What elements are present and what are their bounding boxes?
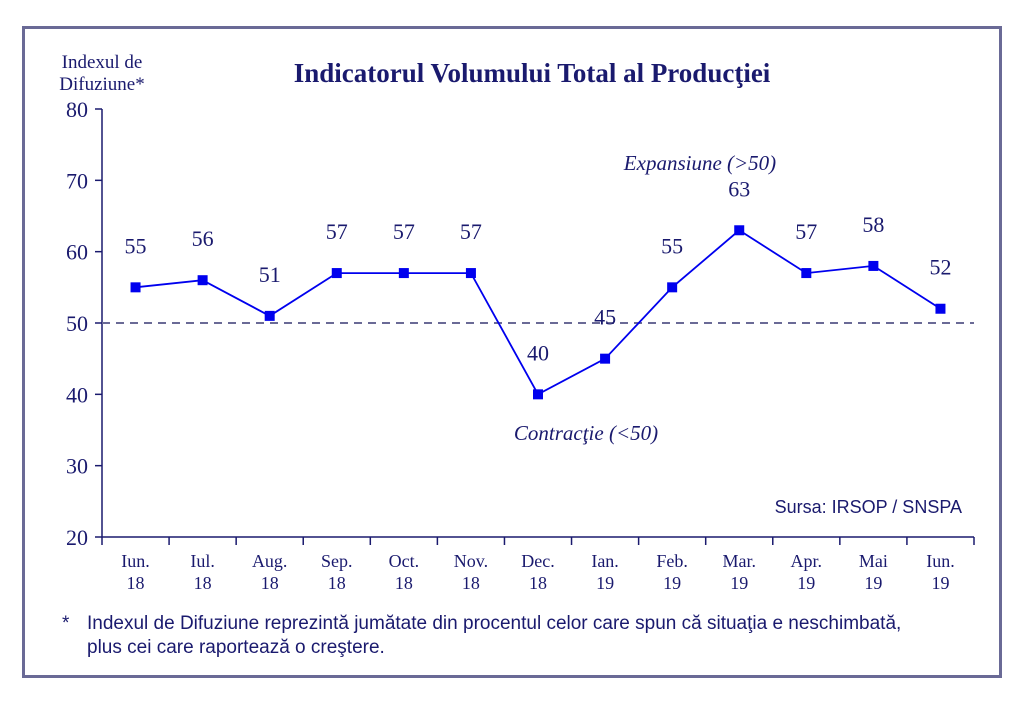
x-tick-label: Feb. <box>656 551 688 571</box>
data-label: 55 <box>661 233 683 258</box>
x-tick-label: 18 <box>194 573 212 593</box>
source-note: Sursa: IRSOP / SNSPA <box>775 497 962 517</box>
data-label: 56 <box>192 226 214 251</box>
chart-title: Indicatorul Volumului Total al Producţie… <box>294 58 771 88</box>
data-point <box>734 225 745 236</box>
data-label: 45 <box>594 305 616 330</box>
x-tick-label: 18 <box>261 573 279 593</box>
x-axis: Iun.18Iul.18Aug.18Sep.18Oct.18Nov.18Dec.… <box>101 536 975 593</box>
y-tick-label: 60 <box>66 240 88 265</box>
x-tick-label: Iun. <box>926 551 955 571</box>
data-label: 52 <box>929 255 951 280</box>
x-tick-label: Oct. <box>389 551 420 571</box>
data-point <box>264 310 275 321</box>
y-axis-label-line-2: Difuziune* <box>59 74 144 95</box>
x-tick-label: 19 <box>864 573 882 593</box>
x-tick-label: 19 <box>931 573 949 593</box>
annotation-contraction: Contracţie (<50) <box>514 421 658 445</box>
x-tick-label: Dec. <box>521 551 554 571</box>
data-label: 63 <box>728 176 750 201</box>
x-tick-label: Iun. <box>121 551 150 571</box>
data-point <box>331 268 342 279</box>
x-tick-label: 19 <box>596 573 614 593</box>
series-group: 55 56 51 57 57 57 40 45 55 63 57 58 52 <box>125 176 951 400</box>
data-label: 58 <box>862 212 884 237</box>
x-tick-label: Nov. <box>454 551 488 571</box>
x-tick-label: Mar. <box>722 551 756 571</box>
y-tick-label: 50 <box>66 311 88 336</box>
x-tick-label: 18 <box>462 573 480 593</box>
data-label: 40 <box>527 340 549 365</box>
y-tick-label: 30 <box>66 454 88 479</box>
x-tick-label: 19 <box>730 573 748 593</box>
data-point <box>868 260 879 271</box>
x-tick-label: 18 <box>395 573 413 593</box>
footnote-marker: * <box>62 613 70 634</box>
data-point <box>600 353 611 364</box>
data-point <box>533 389 543 400</box>
data-label: 57 <box>795 219 817 244</box>
chart-frame <box>22 26 1002 678</box>
data-point <box>667 282 678 293</box>
annotation-expansion: Expansiune (>50) <box>623 151 776 175</box>
series-line <box>135 229 941 396</box>
x-tick-label: Apr. <box>791 551 823 571</box>
y-axis-label-line-1: Indexul de <box>62 52 143 73</box>
data-point <box>398 268 409 279</box>
data-label: 57 <box>460 219 482 244</box>
y-tick-label: 20 <box>66 525 88 550</box>
x-tick-label: Ian. <box>591 551 618 571</box>
data-label: 51 <box>259 262 281 287</box>
data-point <box>935 303 946 314</box>
data-point <box>801 268 812 279</box>
x-tick-label: Mai <box>859 551 888 571</box>
x-tick-label: Aug. <box>252 551 288 571</box>
y-axis: 20 30 40 50 60 70 80 <box>66 97 103 550</box>
data-label: 55 <box>125 233 147 258</box>
y-tick-label: 70 <box>66 168 88 193</box>
y-tick-label: 80 <box>66 97 88 122</box>
x-tick-label: 19 <box>663 573 681 593</box>
data-point <box>465 268 476 279</box>
data-point <box>130 282 141 293</box>
x-tick-label: Iul. <box>190 551 215 571</box>
x-tick-label: 18 <box>529 573 547 593</box>
x-tick-label: 19 <box>797 573 815 593</box>
x-tick-label: 18 <box>328 573 346 593</box>
data-label: 57 <box>393 219 415 244</box>
x-tick-label: Sep. <box>321 551 353 571</box>
x-tick-label: 18 <box>127 573 145 593</box>
data-label: 57 <box>326 219 348 244</box>
footnote-text: Indexul de Difuziune reprezintă jumătate… <box>87 613 902 658</box>
y-tick-label: 40 <box>66 382 88 407</box>
data-point <box>197 275 208 286</box>
